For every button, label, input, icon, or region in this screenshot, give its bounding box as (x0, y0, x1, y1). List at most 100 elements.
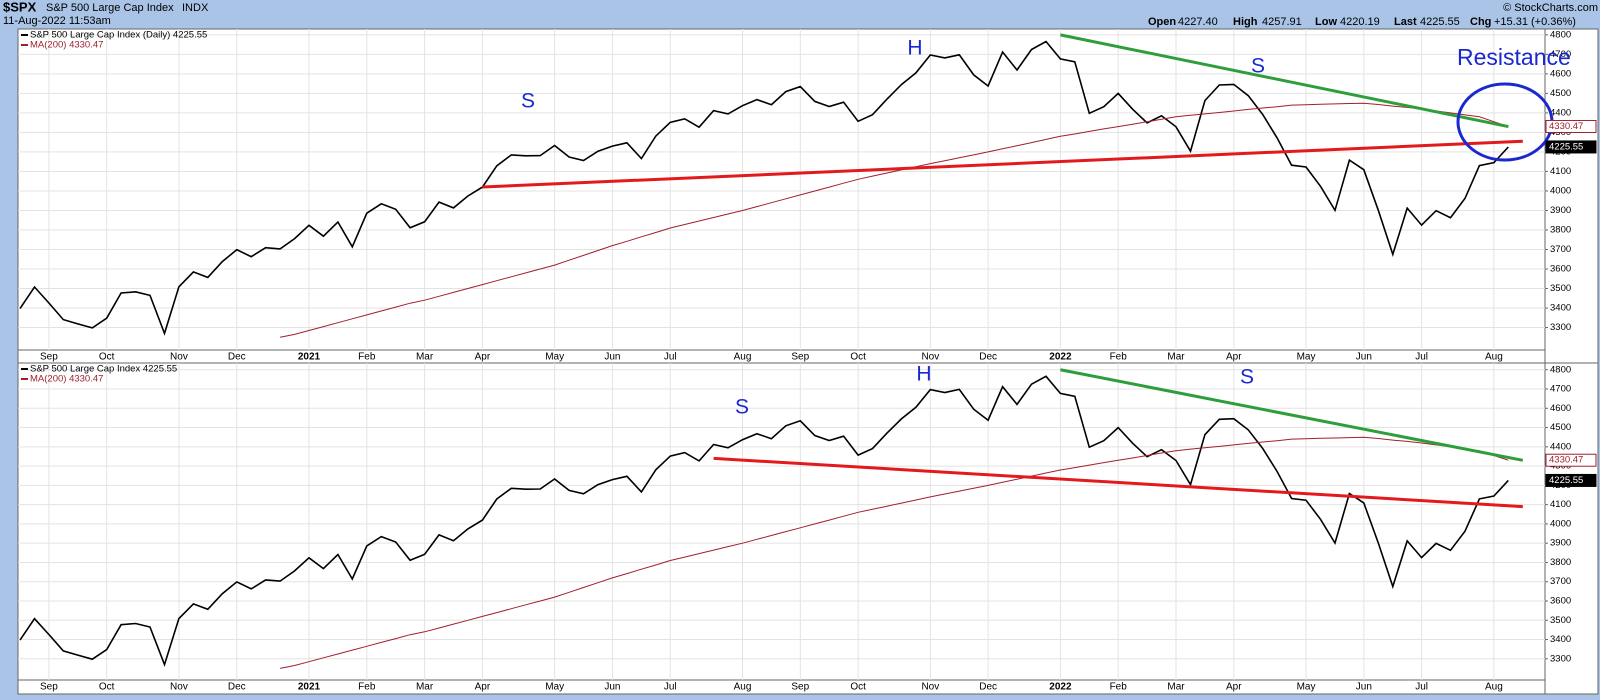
x-tick-label: Oct (850, 682, 866, 693)
last-value-label: 4330.47 (1549, 121, 1583, 132)
axis-area (1544, 362, 1599, 695)
last-value-tag (1545, 453, 1597, 467)
legend-label: MA(200) 4330.47 (30, 40, 103, 51)
x-tick-label: 2021 (298, 352, 321, 363)
x-tick-label: Mar (416, 352, 434, 363)
plot-area (17, 362, 1546, 681)
x-tick-label: Sep (40, 352, 58, 363)
low-label: Low (1315, 16, 1337, 28)
x-tick-label: Apr (475, 352, 491, 363)
x-tick-label: Aug (734, 352, 752, 363)
y-tick-label: 3900 (1550, 538, 1571, 549)
axis-area (1544, 28, 1599, 365)
y-tick-label: 4400 (1550, 107, 1571, 118)
high-value: 4257.91 (1262, 16, 1302, 28)
y-tick-label: 3900 (1550, 205, 1571, 216)
y-tick-label: 4500 (1550, 422, 1571, 433)
last-value-tag (1545, 473, 1597, 487)
symbol: $SPX (3, 0, 37, 14)
y-tick-label: 4100 (1550, 166, 1571, 177)
high-label: High (1233, 16, 1258, 28)
exchange: INDX (182, 2, 209, 14)
x-tick-label: 2022 (1049, 352, 1072, 363)
y-tick-label: 3700 (1550, 576, 1571, 587)
x-tick-label: Oct (99, 352, 115, 363)
x-tick-label: Jun (604, 352, 620, 363)
x-tick-label: Feb (1110, 682, 1128, 693)
last-value-label: 4225.55 (1549, 475, 1583, 486)
series-line (280, 436, 1509, 669)
open-value: 4227.40 (1178, 16, 1218, 28)
annotation: S (735, 396, 749, 419)
x-tick-label: Jun (1356, 682, 1372, 693)
trendline (482, 139, 1523, 189)
x-tick-label: Jun (1356, 352, 1372, 363)
copyright: © StockCharts.com (1503, 2, 1598, 14)
y-tick-label: 4500 (1550, 88, 1571, 99)
x-tick-label: 2021 (298, 682, 321, 693)
y-tick-label: 4100 (1550, 499, 1571, 510)
x-tick-label: Feb (1110, 352, 1128, 363)
annotation: H (907, 37, 922, 60)
last-label: Last (1394, 16, 1417, 28)
y-tick-label: 4700 (1550, 384, 1571, 395)
annotation: S (1251, 55, 1265, 78)
annotation: S (521, 90, 535, 113)
x-tick-label: May (1297, 352, 1316, 363)
annotation: S (1240, 366, 1254, 389)
x-tick-label: Aug (734, 682, 752, 693)
x-tick-label: Apr (475, 682, 491, 693)
x-tick-label: Feb (358, 682, 376, 693)
x-tick-label: Sep (791, 352, 809, 363)
x-tick-label: Aug (1485, 682, 1503, 693)
x-tick-label: Nov (170, 352, 188, 363)
low-value: 4220.19 (1340, 16, 1380, 28)
y-tick-label: 3400 (1550, 303, 1571, 314)
last-value-tag (1545, 140, 1597, 154)
y-tick-label: 4000 (1550, 518, 1571, 529)
y-tick-label: 3500 (1550, 283, 1571, 294)
y-tick-label: 3800 (1550, 557, 1571, 568)
open-label: Open (1148, 16, 1176, 28)
y-tick-label: 4400 (1550, 441, 1571, 452)
last-value-label: 4330.47 (1549, 455, 1583, 466)
x-tick-label: Jun (604, 682, 620, 693)
x-tick-label: May (545, 682, 564, 693)
x-tick-label: Oct (99, 682, 115, 693)
plot-area (17, 28, 1546, 351)
last-value: 4225.55 (1420, 16, 1460, 28)
legend-label: S&P 500 Large Cap Index (Daily) 4225.55 (30, 30, 207, 41)
y-tick-label: 4600 (1550, 403, 1571, 414)
series-line (19, 40, 1509, 336)
x-tick-label: May (545, 352, 564, 363)
legend-label: MA(200) 4330.47 (30, 374, 103, 385)
legend-label: S&P 500 Large Cap Index 4225.55 (30, 364, 177, 375)
x-tick-label: Nov (921, 682, 939, 693)
x-tick-label: Dec (979, 682, 997, 693)
x-tick-label: Feb (358, 352, 376, 363)
chg-value: +15.31 (+0.36%) (1494, 16, 1576, 28)
x-tick-label: Oct (850, 352, 866, 363)
x-tick-label: 2022 (1049, 682, 1072, 693)
annotation: H (916, 363, 931, 386)
x-tick-label: May (1297, 682, 1316, 693)
series-line (19, 375, 1509, 668)
x-tick-label: Mar (1167, 352, 1185, 363)
x-axis-area (17, 679, 1546, 695)
x-tick-label: Dec (979, 352, 997, 363)
y-tick-label: 4800 (1550, 364, 1571, 375)
y-tick-label: 4600 (1550, 68, 1571, 79)
y-tick-label: 3400 (1550, 634, 1571, 645)
x-tick-label: Dec (228, 352, 246, 363)
series-line (280, 102, 1509, 338)
y-tick-label: 3600 (1550, 264, 1571, 275)
x-tick-label: Apr (1226, 352, 1242, 363)
y-tick-label: 3300 (1550, 653, 1571, 664)
y-tick-label: 3700 (1550, 244, 1571, 255)
y-tick-label: 3600 (1550, 596, 1571, 607)
x-tick-label: Jul (664, 682, 677, 693)
y-tick-label: 4800 (1550, 29, 1571, 40)
x-tick-label: Jul (664, 352, 677, 363)
chg-label: Chg (1470, 16, 1491, 28)
